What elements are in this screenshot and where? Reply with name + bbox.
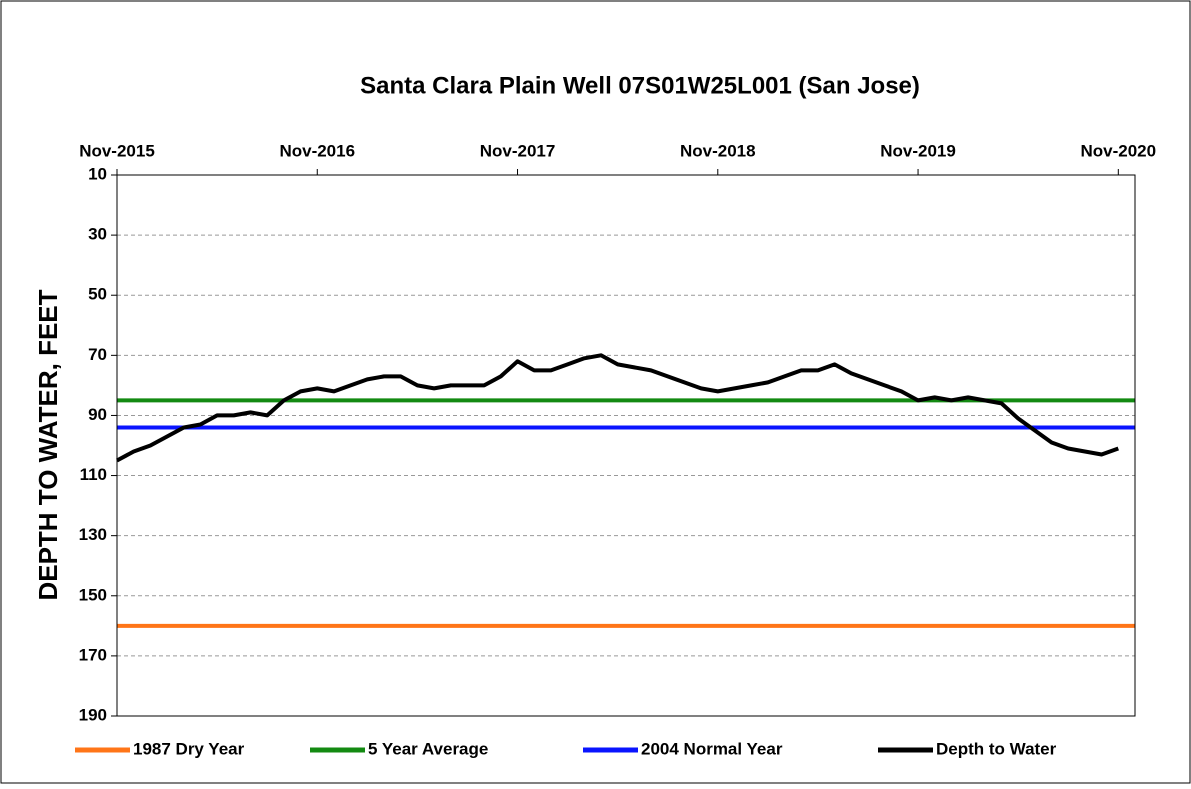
y-axis-label: DEPTH TO WATER, FEET — [33, 289, 63, 600]
x-tick-label: Nov-2018 — [680, 141, 756, 160]
chart-title: Santa Clara Plain Well 07S01W25L001 (San… — [360, 72, 920, 99]
y-tick-label: 190 — [79, 705, 107, 724]
legend-label: 5 Year Average — [368, 739, 488, 758]
x-tick-label: Nov-2016 — [279, 141, 355, 160]
legend-label: 2004 Normal Year — [641, 739, 783, 758]
legend-label: Depth to Water — [936, 739, 1057, 758]
data-line — [116, 353, 1119, 463]
y-tick-label: 110 — [80, 465, 107, 484]
y-tick-label: 150 — [79, 585, 107, 604]
x-tick-label: Nov-2015 — [79, 141, 155, 160]
x-tick-label: Nov-2017 — [480, 141, 556, 160]
legend-label: 1987 Dry Year — [133, 739, 245, 758]
x-tick-label: Nov-2020 — [1081, 141, 1157, 160]
plot-area — [116, 174, 1136, 717]
y-tick-label: 30 — [88, 225, 107, 244]
x-tick-label: Nov-2019 — [880, 141, 956, 160]
y-tick-label: 130 — [79, 525, 107, 544]
y-tick-label: 50 — [88, 285, 107, 304]
y-tick-label: 90 — [88, 405, 107, 424]
y-tick-label: 10 — [88, 164, 107, 183]
y-tick-label: 70 — [88, 345, 107, 364]
y-tick-label: 170 — [79, 645, 107, 664]
